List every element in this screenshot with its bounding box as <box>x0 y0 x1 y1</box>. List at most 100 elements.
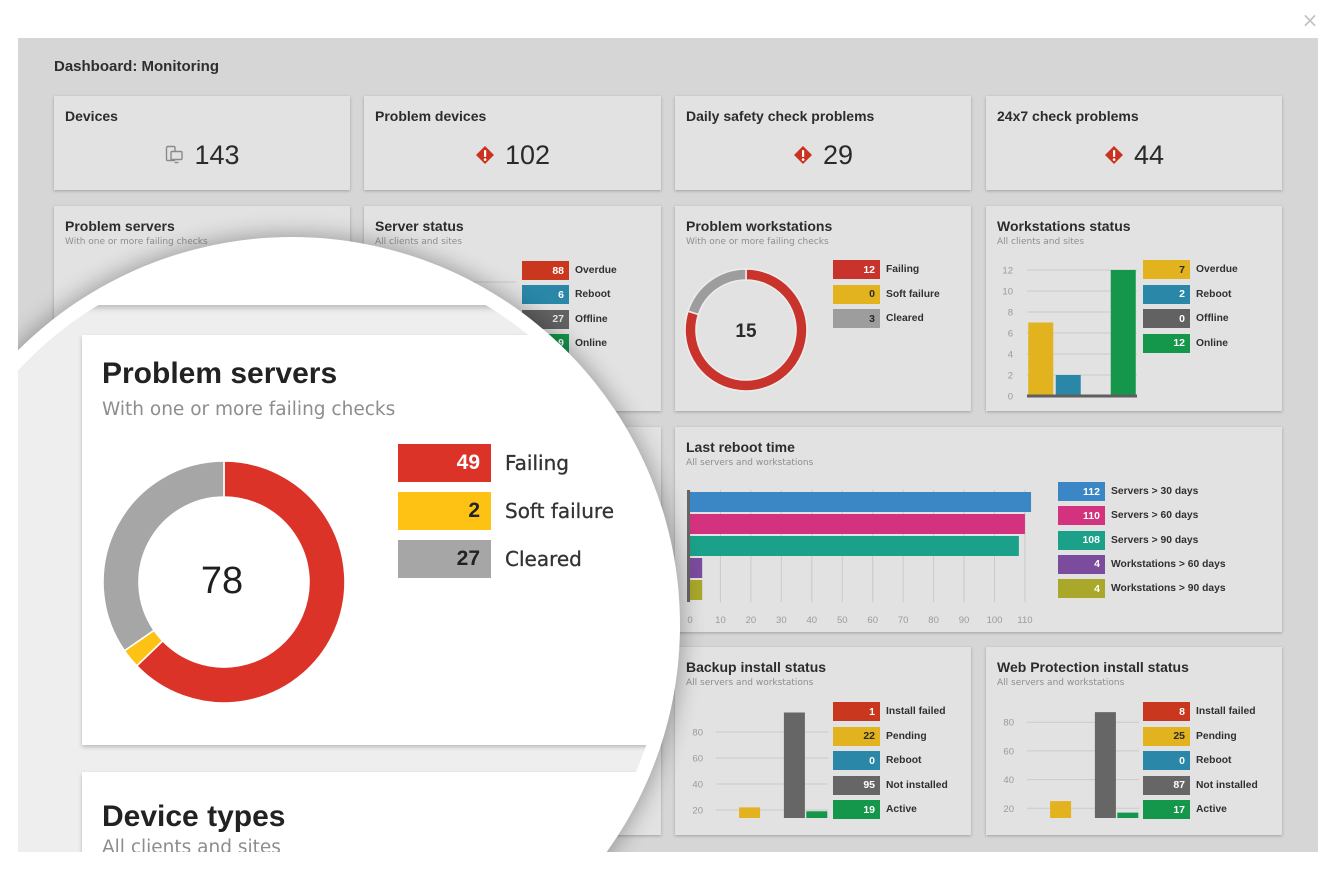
legend-label: Install failed <box>886 706 946 717</box>
alert-diamond-icon <box>475 146 494 164</box>
bar-active[interactable] <box>1117 812 1139 837</box>
problem-devices-count: 102 <box>504 140 551 170</box>
bar-pending[interactable] <box>739 807 761 836</box>
legend-item-cleared[interactable]: 3 Cleared <box>833 309 924 328</box>
legend-label: Pending <box>886 730 927 742</box>
legend-item-failing[interactable]: 12 Failing <box>833 260 919 279</box>
y-tick-label: 4 <box>1008 350 1013 361</box>
legend-item-reboot[interactable]: 6 Reboot <box>522 285 610 305</box>
alert-diamond-icon <box>793 146 812 164</box>
legend-item-servers-60-days[interactable]: 110 Servers > 60 days <box>1058 506 1198 526</box>
widget-subtitle: With one or more failing checks <box>102 399 396 420</box>
legend-item-reboot[interactable]: 0 Reboot <box>833 751 921 770</box>
legend-item-install-failed[interactable]: 1 Install failed <box>833 702 946 721</box>
legend-item-servers-30-days[interactable]: 112 Servers > 30 days <box>1058 482 1198 501</box>
widget-title: Workstations status <box>997 218 1131 234</box>
legend-item-overdue[interactable]: 7 Overdue <box>1143 260 1238 279</box>
bar-servers-30-days[interactable] <box>690 492 1032 512</box>
problem-workstations-donut: 15 <box>684 268 808 392</box>
legend-value-badge: 88 <box>522 261 569 280</box>
legend-item-overdue[interactable]: 88 Overdue <box>522 261 617 280</box>
bar-workstations-60-days[interactable] <box>690 558 703 578</box>
legend-value-badge: 112 <box>1058 482 1105 501</box>
widget-subtitle: With one or more failing checks <box>65 237 208 247</box>
bar-overdue[interactable] <box>1028 322 1054 397</box>
legend-value-badge: 8 <box>1143 702 1190 721</box>
bar-online[interactable] <box>1110 270 1136 396</box>
bar-group <box>1028 712 1139 837</box>
close-icon: × <box>1301 8 1319 32</box>
legend-item-online[interactable]: 12 Online <box>1143 333 1228 353</box>
legend-item-reboot[interactable]: 2 Reboot <box>1143 284 1231 304</box>
card-title: Devices <box>65 108 118 124</box>
bar-group <box>717 712 828 837</box>
legend-value-badge: 2 <box>398 492 491 530</box>
summary-card-problem-devices[interactable]: Problem devices 102 <box>364 96 661 190</box>
legend-label: Pending <box>1196 730 1237 742</box>
magnified-widget-problem-servers: Problem servers With one or more failing… <box>82 335 666 745</box>
bar-reboot[interactable] <box>1055 375 1081 396</box>
summary-card-24x7-check-problems[interactable]: 24x7 check problems 44 <box>986 96 1282 190</box>
legend-item-pending[interactable]: 25 Pending <box>1143 726 1237 746</box>
x-tick-label: 10 <box>715 615 726 626</box>
bar-active[interactable] <box>806 811 828 836</box>
widget-workstations-status: Workstations status All clients and site… <box>986 206 1282 411</box>
y-tick-label: 80 <box>1003 718 1014 729</box>
legend-item-offline[interactable]: 0 Offline <box>1143 309 1229 328</box>
widget-subtitle: All servers and workstations <box>997 678 1125 688</box>
legend-value-badge: 0 <box>833 284 880 304</box>
legend-item-failing[interactable]: 49 Failing <box>398 444 569 482</box>
legend-item-not-installed[interactable]: 95 Not installed <box>833 775 948 795</box>
alert-diamond-icon <box>1104 146 1123 164</box>
donut-slice-cleared[interactable] <box>102 460 225 652</box>
web-protection-install-status-chart: 80 60 40 20 <box>1003 712 1139 837</box>
legend-item-workstations-90-days[interactable]: 4 Workstations > 90 days <box>1058 579 1226 599</box>
y-tick-label: 60 <box>1003 746 1014 757</box>
bar-servers-60-days[interactable] <box>690 514 1025 534</box>
legend-item-servers-90-days[interactable]: 108 Servers > 90 days <box>1058 530 1198 550</box>
legend-item-not-installed[interactable]: 87 Not installed <box>1143 775 1258 795</box>
bar-servers-90-days[interactable] <box>690 536 1019 556</box>
widget-web-protection-install-status: Web Protection install status All server… <box>986 647 1282 835</box>
legend-item-soft-failure[interactable]: 2 Soft failure <box>398 492 614 530</box>
legend-item-pending[interactable]: 22 Pending <box>833 726 927 746</box>
summary-card-daily-safety-check-problems[interactable]: Daily safety check problems 29 <box>675 96 971 190</box>
donut-slice-cleared[interactable] <box>686 268 747 316</box>
dashboard-panel: Dashboard: Monitoring Devices 143 Proble… <box>18 38 1318 852</box>
bar-install-failed[interactable] <box>1028 826 1049 837</box>
x-tick-label: 30 <box>776 615 787 626</box>
widget-title: Server status <box>375 218 464 234</box>
bar-pending[interactable] <box>1050 801 1072 837</box>
donut-slice-failing[interactable] <box>135 460 346 704</box>
legend-item-workstations-60-days[interactable]: 4 Workstations > 60 days <box>1058 554 1226 574</box>
bar-not-installed[interactable] <box>783 712 805 837</box>
y-tick-label: 20 <box>692 806 703 817</box>
close-button[interactable]: × <box>1300 8 1320 32</box>
summary-card-devices[interactable]: Devices 143 <box>54 96 350 190</box>
legend-item-install-failed[interactable]: 8 Install failed <box>1143 702 1256 721</box>
legend-label: Failing <box>886 264 920 275</box>
legend-value-badge: 6 <box>522 285 569 305</box>
y-tick-label: 12 <box>1002 266 1013 277</box>
widget-subtitle: With one or more failing checks <box>686 237 829 247</box>
legend-item-active[interactable]: 19 Active <box>833 800 917 819</box>
legend-item-reboot[interactable]: 0 Reboot <box>1143 751 1231 770</box>
bar-workstations-90-days[interactable] <box>690 580 703 600</box>
bar-install-failed[interactable] <box>717 835 738 836</box>
y-tick-label: 40 <box>1003 775 1014 786</box>
legend-value-badge: 4 <box>1058 554 1105 574</box>
x-tick-label: 60 <box>867 615 878 626</box>
widget-title: Device types <box>102 800 286 833</box>
y-tick-label: 0 <box>1008 392 1013 403</box>
legend-item-soft-failure[interactable]: 0 Soft failure <box>833 284 940 304</box>
legend-item-cleared[interactable]: 27 Cleared <box>398 540 582 578</box>
donut-slice-failing[interactable] <box>684 268 808 392</box>
widget-title: Problem workstations <box>686 218 833 234</box>
legend-item-active[interactable]: 17 Active <box>1143 800 1227 819</box>
bar-not-installed[interactable] <box>1094 712 1116 837</box>
widget-subtitle: All servers and workstations <box>686 458 814 468</box>
y-tick-label: 10 <box>1002 287 1013 298</box>
legend-label: Overdue <box>575 265 617 276</box>
legend-label: Cleared <box>505 547 582 571</box>
legend-label: Offline <box>1196 313 1229 324</box>
